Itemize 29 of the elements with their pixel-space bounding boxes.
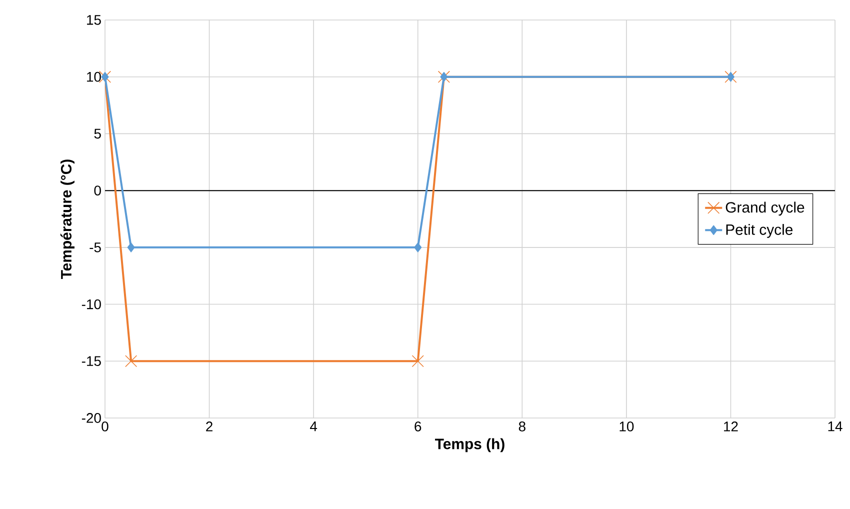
point [127, 242, 135, 252]
y-tick-label: 10 [87, 72, 101, 82]
y-tick-label: -5 [90, 242, 101, 252]
point [724, 70, 737, 83]
x-tick-label: 14 [828, 422, 842, 432]
point [726, 72, 734, 82]
y-tick-label: -15 [82, 356, 101, 366]
y-tick-label: 5 [94, 128, 101, 139]
point [101, 72, 109, 82]
x-tick-label: 12 [724, 422, 738, 432]
point [412, 355, 424, 368]
x-axis-title: Temps (h) [435, 438, 504, 452]
y-tick-label: 15 [87, 15, 101, 25]
y-tick-label: -20 [82, 413, 101, 423]
point [125, 355, 138, 368]
point [414, 242, 422, 252]
y-axis-title: Température (°C) [60, 160, 74, 279]
x-tick-label: 10 [620, 422, 634, 432]
point [438, 70, 450, 83]
x-tick-label: 8 [518, 422, 526, 432]
y-tick-label: -10 [82, 299, 101, 310]
x-tick-label: 6 [414, 422, 422, 432]
point [440, 72, 448, 82]
x-tick-label: 0 [102, 422, 108, 432]
legend-label: Petit cycle [726, 224, 793, 238]
x-tick-label: 2 [206, 422, 212, 432]
x-tick-label: 4 [310, 422, 318, 432]
y-tick-label: 0 [94, 186, 101, 196]
legend-label: Grand cycle [726, 202, 804, 216]
